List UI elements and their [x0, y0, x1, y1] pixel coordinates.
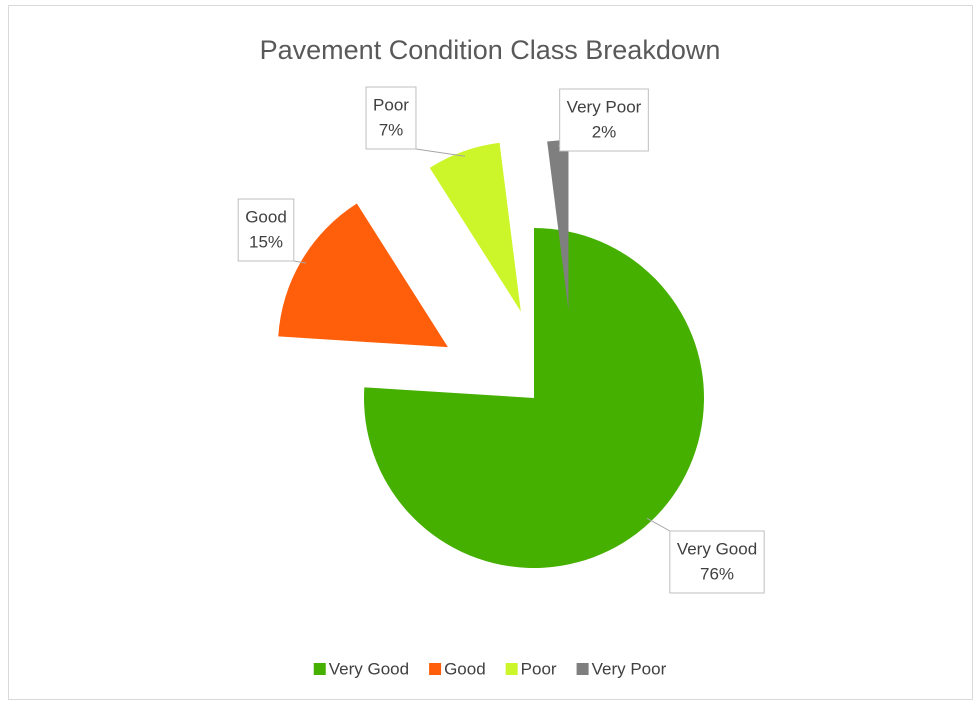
label-box [559, 88, 649, 152]
leader-line [646, 517, 671, 532]
legend-swatch [313, 663, 326, 675]
legend-swatch [576, 663, 589, 675]
label-box [237, 198, 295, 262]
legend-label: Very Poor [592, 659, 667, 678]
label-category: Poor [373, 95, 409, 114]
label-category: Good [245, 207, 287, 226]
legend-label: Poor [521, 659, 557, 678]
pie-slice [429, 142, 521, 312]
chart-title: Pavement Condition Class Breakdown [260, 35, 721, 65]
data-label: Good 15% [237, 198, 295, 262]
label-value: 76% [700, 564, 734, 583]
legend-swatch [505, 663, 518, 675]
chart-border [8, 5, 973, 700]
pie-slice [547, 140, 569, 311]
legend-label: Good [444, 659, 486, 678]
label-value: 7% [379, 120, 404, 139]
pie-slice [363, 228, 705, 568]
legend: Very Good Good Poor Very Poor [313, 659, 667, 678]
leader-line [415, 148, 466, 157]
label-value: 15% [249, 232, 283, 251]
label-box [669, 530, 765, 594]
label-box [365, 86, 417, 150]
leader-line [293, 260, 307, 264]
legend-swatch [429, 663, 442, 675]
pie-slice [278, 203, 448, 348]
data-label: Very Good 76% [669, 530, 765, 594]
data-label: Poor 7% [365, 86, 417, 150]
label-value: 2% [592, 122, 617, 141]
label-category: Very Poor [567, 97, 642, 116]
label-category: Very Good [677, 539, 757, 558]
legend-label: Very Good [329, 659, 409, 678]
data-label: Very Poor 2% [559, 88, 649, 152]
